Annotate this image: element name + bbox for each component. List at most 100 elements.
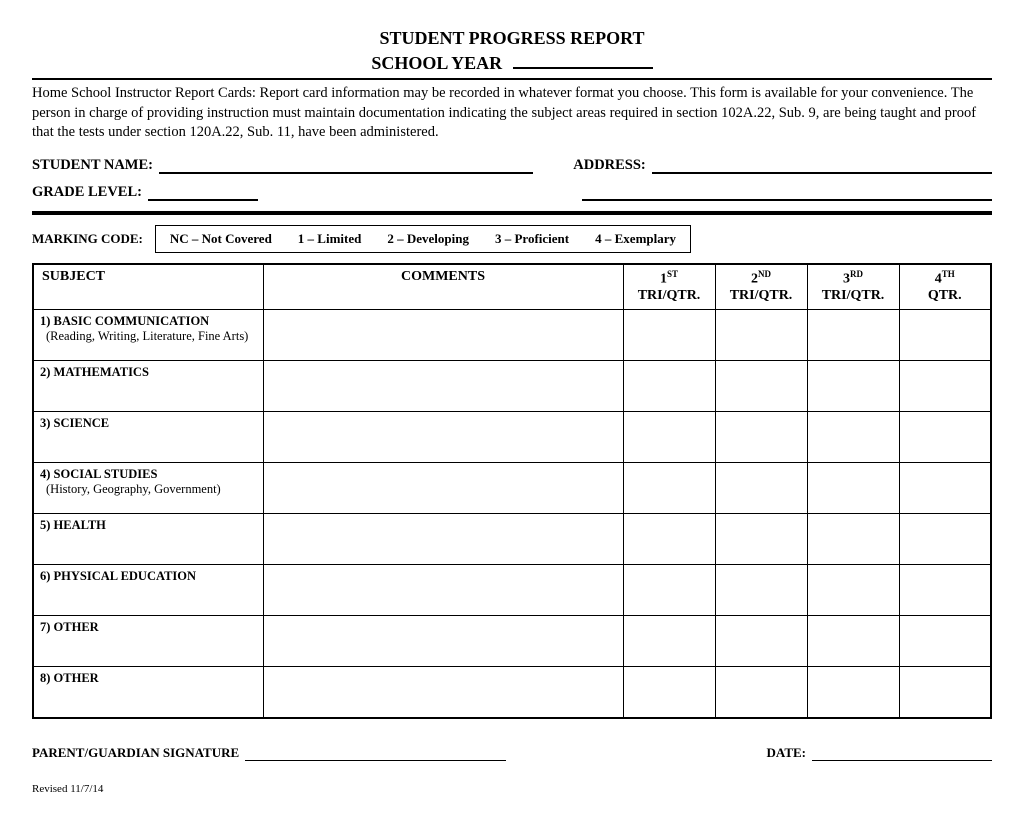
subject-title: 8) OTHER [40, 671, 257, 686]
quarter-cell[interactable] [899, 615, 991, 666]
date-input[interactable] [812, 747, 992, 761]
row-grade: GRADE LEVEL: [32, 184, 992, 201]
subject-subtitle: (Reading, Writing, Literature, Fine Arts… [46, 329, 257, 344]
table-row: 4) SOCIAL STUDIES(History, Geography, Go… [33, 462, 991, 513]
subject-title: 3) SCIENCE [40, 416, 257, 431]
quarter-cell[interactable] [807, 309, 899, 360]
quarter-cell[interactable] [807, 462, 899, 513]
comments-cell[interactable] [263, 462, 623, 513]
quarter-cell[interactable] [623, 513, 715, 564]
quarter-cell[interactable] [899, 411, 991, 462]
quarter-cell[interactable] [715, 615, 807, 666]
quarter-cell[interactable] [899, 462, 991, 513]
code-3: 3 – Proficient [495, 231, 569, 247]
table-row: 7) OTHER [33, 615, 991, 666]
quarter-cell[interactable] [807, 513, 899, 564]
th-subject: SUBJECT [33, 264, 263, 310]
code-4: 4 – Exemplary [595, 231, 676, 247]
quarter-cell[interactable] [715, 411, 807, 462]
quarter-cell[interactable] [807, 360, 899, 411]
marking-code-box: NC – Not Covered 1 – Limited 2 – Develop… [155, 225, 691, 253]
quarter-cell[interactable] [715, 309, 807, 360]
quarter-cell[interactable] [899, 564, 991, 615]
quarter-cell[interactable] [715, 462, 807, 513]
quarter-cell[interactable] [623, 462, 715, 513]
title-block: STUDENT PROGRESS REPORT SCHOOL YEAR [32, 28, 992, 74]
quarter-cell[interactable] [807, 666, 899, 718]
th-q1: 1ST TRI/QTR. [623, 264, 715, 310]
comments-cell[interactable] [263, 666, 623, 718]
quarter-cell[interactable] [623, 360, 715, 411]
comments-cell[interactable] [263, 309, 623, 360]
thick-rule [32, 211, 992, 215]
title-line1: STUDENT PROGRESS REPORT [32, 28, 992, 49]
subject-cell: 1) BASIC COMMUNICATION(Reading, Writing,… [33, 309, 263, 360]
marking-code-label: MARKING CODE: [32, 231, 143, 247]
date-label: DATE: [767, 745, 806, 761]
signature-input[interactable] [245, 747, 506, 761]
quarter-cell[interactable] [899, 309, 991, 360]
quarter-cell[interactable] [715, 513, 807, 564]
subject-cell: 7) OTHER [33, 615, 263, 666]
subject-title: 7) OTHER [40, 620, 257, 635]
table-row: 1) BASIC COMMUNICATION(Reading, Writing,… [33, 309, 991, 360]
address-label: ADDRESS: [573, 157, 646, 174]
signature-label: PARENT/GUARDIAN SIGNATURE [32, 745, 239, 761]
table-row: 6) PHYSICAL EDUCATION [33, 564, 991, 615]
quarter-cell[interactable] [715, 360, 807, 411]
subject-cell: 4) SOCIAL STUDIES(History, Geography, Go… [33, 462, 263, 513]
quarter-cell[interactable] [623, 666, 715, 718]
th-q3: 3RD TRI/QTR. [807, 264, 899, 310]
grade-level-input[interactable] [148, 184, 258, 201]
comments-cell[interactable] [263, 411, 623, 462]
th-q4: 4TH QTR. [899, 264, 991, 310]
quarter-cell[interactable] [623, 615, 715, 666]
subject-cell: 5) HEALTH [33, 513, 263, 564]
quarter-cell[interactable] [899, 666, 991, 718]
table-row: 2) MATHEMATICS [33, 360, 991, 411]
school-year-blank[interactable] [513, 49, 653, 69]
revised-text: Revised 11/7/14 [32, 783, 992, 795]
comments-cell[interactable] [263, 360, 623, 411]
quarter-cell[interactable] [899, 360, 991, 411]
quarter-cell[interactable] [807, 564, 899, 615]
comments-cell[interactable] [263, 513, 623, 564]
quarter-cell[interactable] [715, 666, 807, 718]
comments-cell[interactable] [263, 564, 623, 615]
student-name-input[interactable] [159, 157, 533, 174]
student-name-label: STUDENT NAME: [32, 157, 153, 174]
quarter-cell[interactable] [623, 309, 715, 360]
signature-row: PARENT/GUARDIAN SIGNATURE DATE: [32, 745, 992, 761]
title-line2: SCHOOL YEAR [371, 49, 652, 74]
quarter-cell[interactable] [899, 513, 991, 564]
address-line2-input[interactable] [582, 184, 992, 201]
quarter-cell[interactable] [807, 411, 899, 462]
quarter-cell[interactable] [807, 615, 899, 666]
marking-code-row: MARKING CODE: NC – Not Covered 1 – Limit… [32, 225, 992, 253]
th-comments: COMMENTS [263, 264, 623, 310]
table-row: 5) HEALTH [33, 513, 991, 564]
quarter-cell[interactable] [623, 411, 715, 462]
subject-cell: 3) SCIENCE [33, 411, 263, 462]
row-name-address: STUDENT NAME: ADDRESS: [32, 157, 992, 174]
subject-title: 2) MATHEMATICS [40, 365, 257, 380]
address-input[interactable] [652, 157, 992, 174]
subject-title: 1) BASIC COMMUNICATION [40, 314, 257, 329]
grade-level-label: GRADE LEVEL: [32, 184, 142, 201]
th-q2: 2ND TRI/QTR. [715, 264, 807, 310]
comments-cell[interactable] [263, 615, 623, 666]
table-header-row: SUBJECT COMMENTS 1ST TRI/QTR. 2ND TRI/QT… [33, 264, 991, 310]
quarter-cell[interactable] [715, 564, 807, 615]
subject-cell: 8) OTHER [33, 666, 263, 718]
table-row: 3) SCIENCE [33, 411, 991, 462]
quarter-cell[interactable] [623, 564, 715, 615]
title-line2-prefix: SCHOOL YEAR [371, 53, 502, 73]
progress-table: SUBJECT COMMENTS 1ST TRI/QTR. 2ND TRI/QT… [32, 263, 992, 719]
code-nc: NC – Not Covered [170, 231, 272, 247]
subject-title: 4) SOCIAL STUDIES [40, 467, 257, 482]
intro-text: Home School Instructor Report Cards: Rep… [32, 78, 992, 143]
subject-cell: 2) MATHEMATICS [33, 360, 263, 411]
subject-subtitle: (History, Geography, Government) [46, 482, 257, 497]
subject-title: 5) HEALTH [40, 518, 257, 533]
subject-cell: 6) PHYSICAL EDUCATION [33, 564, 263, 615]
